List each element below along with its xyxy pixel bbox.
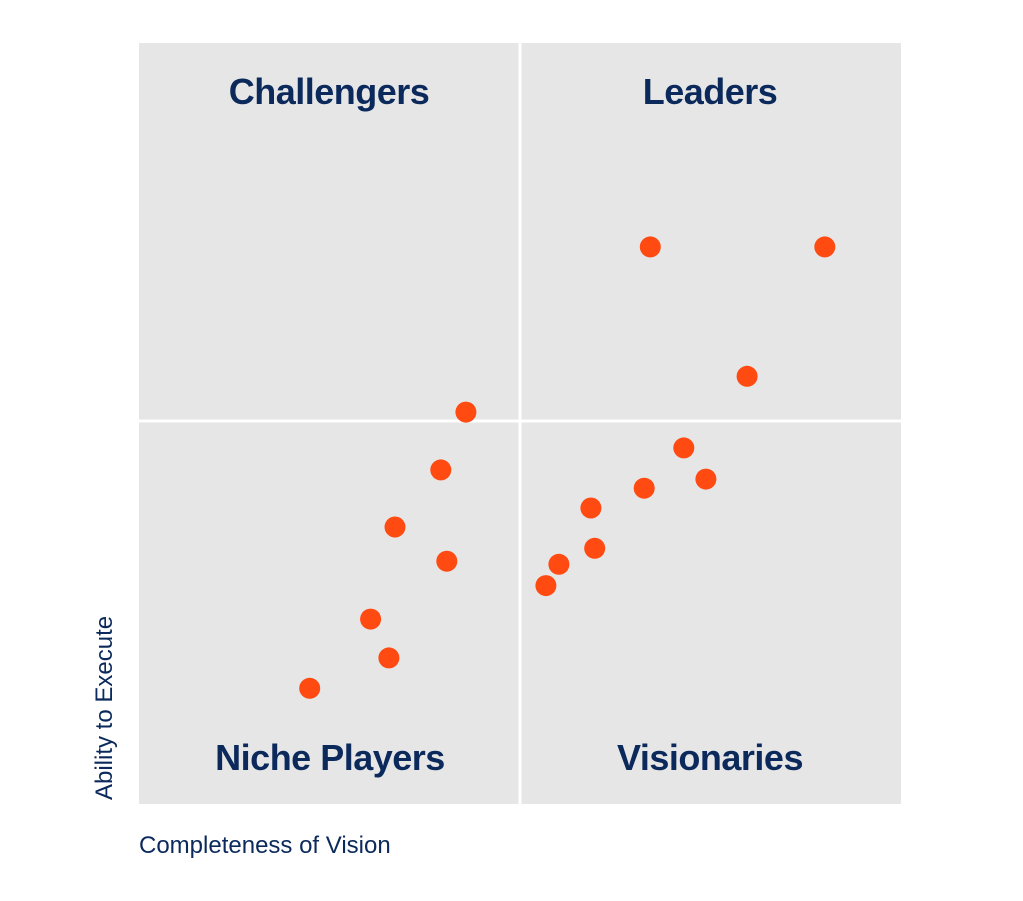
data-point-17 bbox=[299, 677, 321, 699]
data-point-1 bbox=[639, 236, 661, 258]
x-axis-label: Completeness of Vision bbox=[139, 832, 391, 859]
data-point-2 bbox=[814, 236, 836, 258]
data-point-16 bbox=[378, 647, 400, 669]
quadrant-label-visionaries: Visionaries bbox=[617, 737, 803, 778]
data-points bbox=[299, 236, 836, 699]
data-point-12 bbox=[436, 550, 458, 572]
data-point-15 bbox=[360, 608, 382, 630]
data-point-8 bbox=[633, 477, 655, 499]
quadrant-label-challengers: Challengers bbox=[229, 71, 430, 112]
y-axis-label: Ability to Execute bbox=[91, 616, 118, 800]
data-point-14 bbox=[535, 575, 557, 597]
data-point-7 bbox=[695, 468, 717, 490]
data-point-6 bbox=[430, 459, 452, 481]
data-point-11 bbox=[584, 537, 606, 559]
data-point-4 bbox=[455, 401, 477, 423]
data-point-3 bbox=[736, 365, 758, 387]
quadrant-label-leaders: Leaders bbox=[643, 71, 778, 112]
data-point-9 bbox=[580, 497, 602, 519]
data-point-5 bbox=[673, 437, 695, 459]
data-point-13 bbox=[548, 553, 570, 575]
quadrant-label-niche-players: Niche Players bbox=[215, 737, 445, 778]
data-point-10 bbox=[384, 516, 406, 538]
